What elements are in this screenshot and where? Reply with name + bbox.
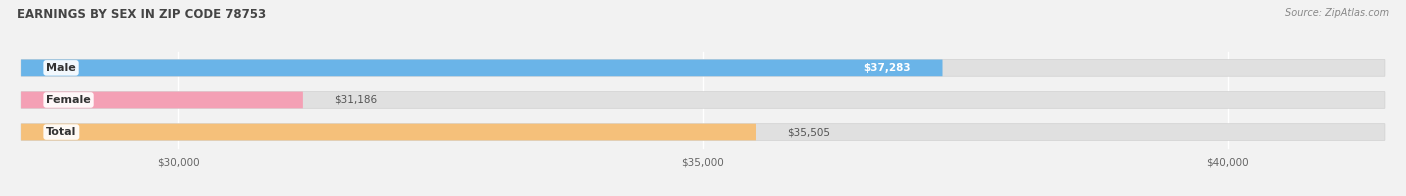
FancyBboxPatch shape: [21, 60, 1385, 76]
Text: $31,186: $31,186: [335, 95, 377, 105]
Text: Male: Male: [46, 63, 76, 73]
Text: Source: ZipAtlas.com: Source: ZipAtlas.com: [1285, 8, 1389, 18]
FancyBboxPatch shape: [21, 124, 1385, 140]
FancyBboxPatch shape: [21, 92, 1385, 108]
Text: $37,283: $37,283: [863, 63, 911, 73]
Text: $35,505: $35,505: [787, 127, 831, 137]
Text: Total: Total: [46, 127, 76, 137]
FancyBboxPatch shape: [21, 60, 942, 76]
Text: Female: Female: [46, 95, 91, 105]
FancyBboxPatch shape: [21, 124, 756, 140]
FancyBboxPatch shape: [21, 92, 302, 108]
Text: EARNINGS BY SEX IN ZIP CODE 78753: EARNINGS BY SEX IN ZIP CODE 78753: [17, 8, 266, 21]
